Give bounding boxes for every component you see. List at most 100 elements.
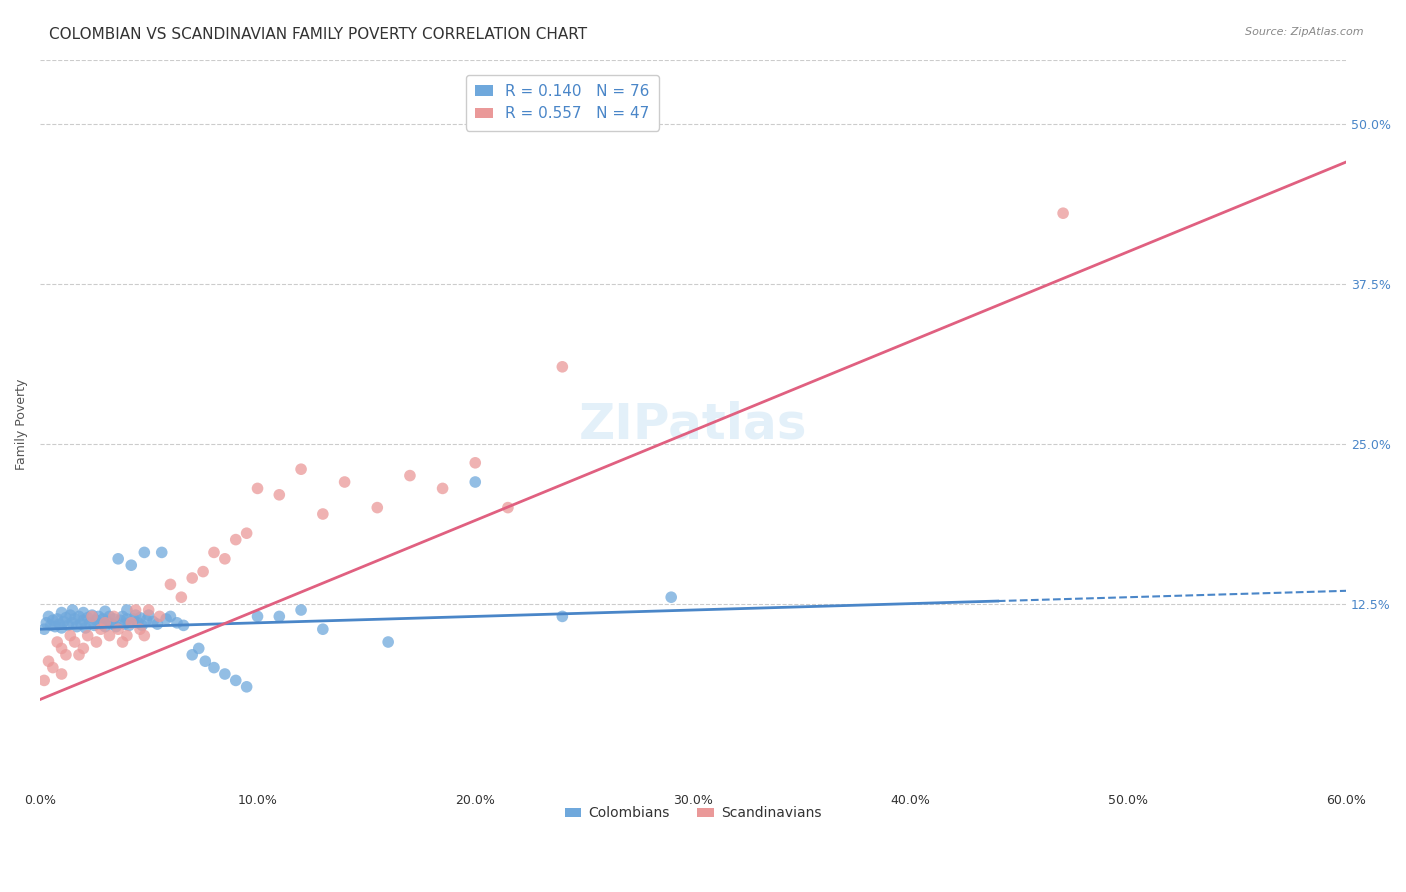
Point bbox=[76, 610, 98, 624]
Point bbox=[44, 620, 66, 634]
Point bbox=[32, 673, 55, 688]
Point bbox=[246, 609, 269, 624]
Point bbox=[55, 610, 77, 624]
Point bbox=[110, 613, 132, 627]
Text: Source: ZipAtlas.com: Source: ZipAtlas.com bbox=[1246, 27, 1364, 37]
Point bbox=[496, 500, 519, 515]
Point bbox=[100, 617, 122, 632]
Point bbox=[150, 545, 173, 559]
Point bbox=[290, 462, 312, 476]
Point bbox=[142, 615, 165, 629]
Point bbox=[98, 609, 121, 624]
Point bbox=[51, 667, 73, 681]
Point bbox=[80, 609, 103, 624]
Point bbox=[94, 615, 117, 630]
Point bbox=[181, 571, 204, 585]
Point bbox=[38, 609, 60, 624]
Point bbox=[103, 609, 125, 624]
Point bbox=[131, 618, 153, 632]
Point bbox=[120, 558, 142, 573]
Point bbox=[120, 615, 142, 630]
Point bbox=[63, 612, 86, 626]
Point bbox=[312, 507, 335, 521]
Point bbox=[659, 591, 682, 605]
Point bbox=[94, 604, 117, 618]
Point bbox=[246, 482, 269, 496]
Point bbox=[32, 622, 55, 636]
Point bbox=[72, 641, 94, 656]
Point bbox=[51, 606, 73, 620]
Point bbox=[96, 615, 118, 629]
Point bbox=[187, 641, 209, 656]
Point bbox=[103, 612, 125, 626]
Point bbox=[67, 609, 90, 624]
Point bbox=[333, 475, 356, 489]
Point bbox=[181, 648, 204, 662]
Point bbox=[159, 609, 181, 624]
Point bbox=[105, 620, 128, 634]
Point bbox=[269, 609, 291, 624]
Point bbox=[202, 660, 225, 674]
Point bbox=[115, 603, 138, 617]
Point bbox=[399, 468, 422, 483]
Point bbox=[1052, 206, 1074, 220]
Point bbox=[191, 565, 214, 579]
Point bbox=[48, 617, 70, 632]
Point bbox=[98, 629, 121, 643]
Point bbox=[79, 615, 101, 630]
Point bbox=[107, 622, 129, 636]
Point bbox=[55, 648, 77, 662]
Point bbox=[135, 613, 157, 627]
Point bbox=[155, 612, 177, 626]
Point bbox=[214, 667, 236, 681]
Point bbox=[66, 620, 89, 634]
Point bbox=[56, 618, 79, 632]
Point bbox=[124, 608, 146, 623]
Point bbox=[551, 609, 574, 624]
Y-axis label: Family Poverty: Family Poverty bbox=[15, 379, 28, 470]
Point bbox=[87, 609, 110, 624]
Point bbox=[62, 615, 84, 630]
Point bbox=[114, 617, 136, 632]
Point bbox=[118, 618, 141, 632]
Point bbox=[312, 622, 335, 636]
Point bbox=[214, 551, 236, 566]
Point bbox=[42, 613, 65, 627]
Point bbox=[464, 475, 486, 489]
Point bbox=[42, 660, 65, 674]
Point bbox=[91, 612, 114, 626]
Point bbox=[464, 456, 486, 470]
Point bbox=[138, 603, 160, 617]
Point bbox=[75, 621, 97, 635]
Point bbox=[225, 533, 247, 547]
Point bbox=[377, 635, 399, 649]
Point bbox=[38, 654, 60, 668]
Point bbox=[115, 629, 138, 643]
Point bbox=[86, 613, 108, 627]
Point bbox=[138, 608, 160, 623]
Point bbox=[129, 622, 152, 636]
Point bbox=[76, 629, 98, 643]
Point bbox=[67, 648, 90, 662]
Point bbox=[72, 606, 94, 620]
Point bbox=[59, 608, 82, 623]
Point bbox=[173, 618, 195, 632]
Point bbox=[107, 551, 129, 566]
Point bbox=[51, 621, 73, 635]
Point bbox=[225, 673, 247, 688]
Point bbox=[52, 615, 75, 629]
Point bbox=[170, 591, 193, 605]
Point bbox=[235, 526, 257, 541]
Point bbox=[366, 500, 388, 515]
Point bbox=[70, 617, 93, 632]
Point bbox=[129, 610, 152, 624]
Point bbox=[194, 654, 217, 668]
Point bbox=[111, 609, 134, 624]
Point bbox=[122, 612, 145, 626]
Point bbox=[62, 603, 84, 617]
Point bbox=[134, 629, 156, 643]
Point bbox=[111, 635, 134, 649]
Point bbox=[46, 612, 69, 626]
Point bbox=[90, 617, 112, 632]
Point bbox=[86, 635, 108, 649]
